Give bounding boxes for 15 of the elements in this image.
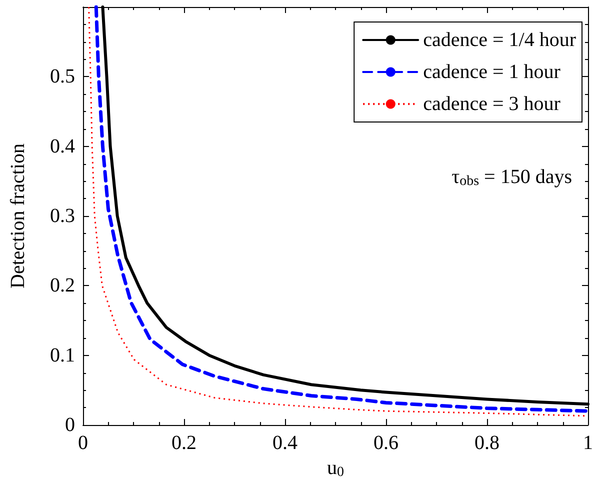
y-tick-label: 0.4	[50, 135, 75, 158]
x-tick-label: 0.8	[474, 432, 500, 454]
legend-label: cadence = 3 hour	[423, 93, 561, 115]
y-axis-title: Detection fraction	[7, 144, 29, 288]
x-tick-label: 0.2	[172, 432, 196, 454]
legend-label: cadence = 1 hour	[423, 61, 561, 83]
y-tick-label: 0.2	[50, 274, 75, 297]
y-tick-label: 0.5	[50, 66, 75, 88]
y-tick-label: 0	[65, 414, 75, 436]
legend-label: cadence = 1/4 hour	[423, 29, 576, 51]
x-tick-label: 0.6	[374, 432, 398, 454]
x-tick-label: 0.4	[272, 432, 298, 454]
y-tick-label: 0.3	[50, 205, 75, 227]
y-tick-label: 0.1	[50, 344, 75, 366]
x-tick-label: 1	[583, 432, 593, 454]
